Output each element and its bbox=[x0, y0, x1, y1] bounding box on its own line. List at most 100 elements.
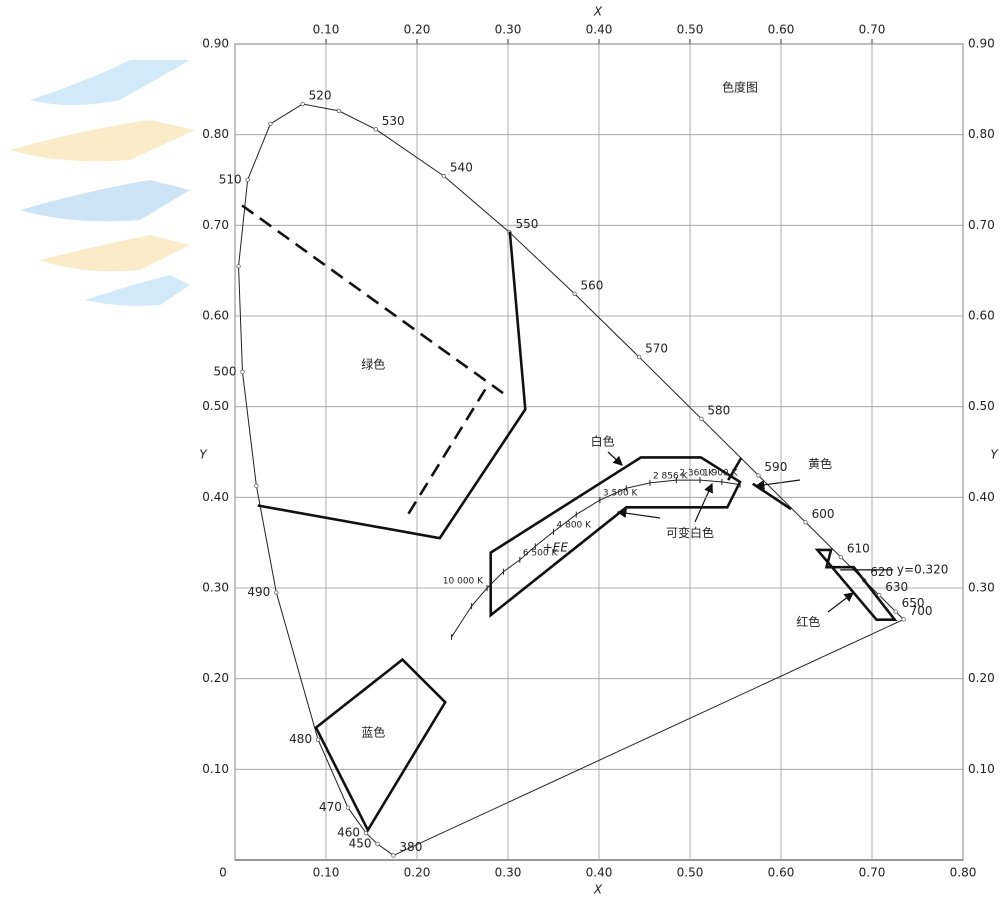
region-label: +EE bbox=[543, 541, 569, 555]
region-outline bbox=[257, 231, 527, 540]
y-tick-label: 0.50 bbox=[202, 399, 229, 413]
region-label: 蓝色 bbox=[361, 726, 385, 740]
wavelength-label: 630 bbox=[885, 580, 908, 594]
y-tick-label-right: 0.90 bbox=[968, 37, 995, 51]
locus-point bbox=[336, 108, 342, 114]
arrows bbox=[607, 451, 854, 613]
region-outline bbox=[814, 548, 898, 622]
locus-point bbox=[441, 173, 447, 179]
locus-point bbox=[245, 177, 250, 183]
x-tick-label-top: 0.70 bbox=[859, 23, 886, 37]
y-axis-label: Y bbox=[199, 448, 208, 462]
locus-point bbox=[240, 369, 245, 375]
locus-point bbox=[300, 101, 305, 107]
wavelength-label: 520 bbox=[309, 89, 332, 103]
wavelength-label: 380 bbox=[399, 840, 422, 854]
y-tick-label: 0.10 bbox=[202, 762, 229, 776]
y-tick-label-right: 0.80 bbox=[968, 127, 995, 141]
locus-point bbox=[268, 121, 273, 126]
region-label: 可变白色 bbox=[666, 525, 714, 540]
wavelength-label: 530 bbox=[382, 114, 405, 128]
wavelength-label: 560 bbox=[581, 278, 604, 292]
x-tick-label-top: 0.10 bbox=[313, 23, 340, 37]
reference-label: y=0.320 bbox=[897, 562, 949, 576]
locus-point bbox=[345, 805, 351, 810]
region-label: 红色 bbox=[796, 614, 820, 629]
y-tick-label: 0.80 bbox=[202, 127, 229, 141]
temperature-label: 2 856 K bbox=[653, 471, 689, 481]
wavelength-label: 540 bbox=[450, 161, 473, 175]
temperature-label: 4 800 K bbox=[557, 520, 593, 530]
temperature-label: 1 900 K bbox=[703, 469, 739, 479]
spectral-locus bbox=[238, 103, 905, 857]
wavelength-label: 550 bbox=[515, 217, 538, 231]
temperature-label: 10 000 K bbox=[443, 577, 484, 587]
locus-point bbox=[274, 590, 279, 595]
chart-title: 色度图 bbox=[722, 80, 758, 95]
wavelength-label: 460 bbox=[337, 826, 360, 840]
temperature-label: 2 360 K bbox=[679, 469, 715, 479]
locus-point bbox=[363, 830, 369, 836]
locus-point bbox=[699, 416, 704, 422]
locus-point bbox=[572, 291, 577, 296]
wavelength-label: 620 bbox=[870, 565, 893, 579]
region-outline bbox=[314, 657, 447, 833]
wavelength-label: 650 bbox=[902, 596, 925, 610]
wavelength-label: 580 bbox=[707, 403, 730, 417]
wavelength-label: 500 bbox=[214, 364, 237, 378]
y-tick-label-right: 0.30 bbox=[968, 581, 995, 595]
region-outline bbox=[489, 456, 742, 618]
region-label: 绿色 bbox=[361, 356, 385, 371]
y-tick-label: 0.40 bbox=[202, 490, 229, 504]
x-tick-label: 0.60 bbox=[768, 866, 795, 880]
locus-point bbox=[254, 483, 259, 489]
y-tick-label-right: 0.40 bbox=[968, 490, 995, 504]
region-outline bbox=[752, 482, 792, 511]
y-tick-label: 0.60 bbox=[202, 309, 229, 323]
locus-point bbox=[391, 853, 396, 858]
x-tick-label-top: 0.50 bbox=[677, 23, 704, 37]
y-tick-label-right: 0.10 bbox=[968, 762, 995, 776]
y-tick-label: 0.70 bbox=[202, 218, 229, 232]
locus-point bbox=[236, 264, 241, 269]
locus-point bbox=[893, 609, 898, 614]
locus-point bbox=[803, 520, 808, 525]
x-tick-label-top: 0.30 bbox=[495, 23, 522, 37]
region-outline bbox=[241, 204, 504, 395]
y-tick-label-right: 0.60 bbox=[968, 309, 995, 323]
wavelength-label: 570 bbox=[645, 342, 668, 356]
temperature-label: 6 500 K bbox=[523, 548, 559, 558]
y-tick-label-right: 0.20 bbox=[968, 671, 995, 685]
x-tick-label: 0.30 bbox=[495, 866, 522, 880]
y-tick-label: 0.20 bbox=[202, 671, 229, 685]
temperature-label: 3 500 K bbox=[603, 489, 639, 499]
x-tick-label: 0 bbox=[219, 866, 227, 880]
locus-point bbox=[756, 473, 761, 478]
wavelength-label: 590 bbox=[764, 460, 787, 474]
region-outline bbox=[727, 457, 743, 481]
region-label: 黄色 bbox=[808, 457, 832, 471]
wavelength-label: 610 bbox=[847, 542, 870, 556]
y-tick-label: 0.30 bbox=[202, 581, 229, 595]
x-tick-label: 0.80 bbox=[950, 866, 977, 880]
locus-point bbox=[315, 737, 321, 742]
x-tick-label: 0.50 bbox=[677, 866, 704, 880]
wavelength-label: 480 bbox=[289, 732, 312, 746]
wavelength-label: 600 bbox=[812, 507, 835, 521]
x-tick-label-top: 0.40 bbox=[586, 23, 613, 37]
wavelength-label: 450 bbox=[349, 836, 372, 850]
wavelength-label: 700 bbox=[910, 604, 933, 618]
x-tick-label: 0.10 bbox=[313, 866, 340, 880]
y-tick-label: 0.90 bbox=[202, 37, 229, 51]
x-tick-label: 0.70 bbox=[859, 866, 886, 880]
locus-point bbox=[838, 554, 844, 560]
wavelength-label: 510 bbox=[219, 172, 242, 186]
locus-point bbox=[901, 617, 906, 622]
x-tick-label: 0.40 bbox=[586, 866, 613, 880]
x-tick-label-top: 0.60 bbox=[768, 23, 795, 37]
locus-point bbox=[375, 841, 380, 847]
locus-point bbox=[373, 127, 378, 132]
wavelength-label: 470 bbox=[319, 800, 342, 814]
locus-point bbox=[876, 593, 882, 598]
